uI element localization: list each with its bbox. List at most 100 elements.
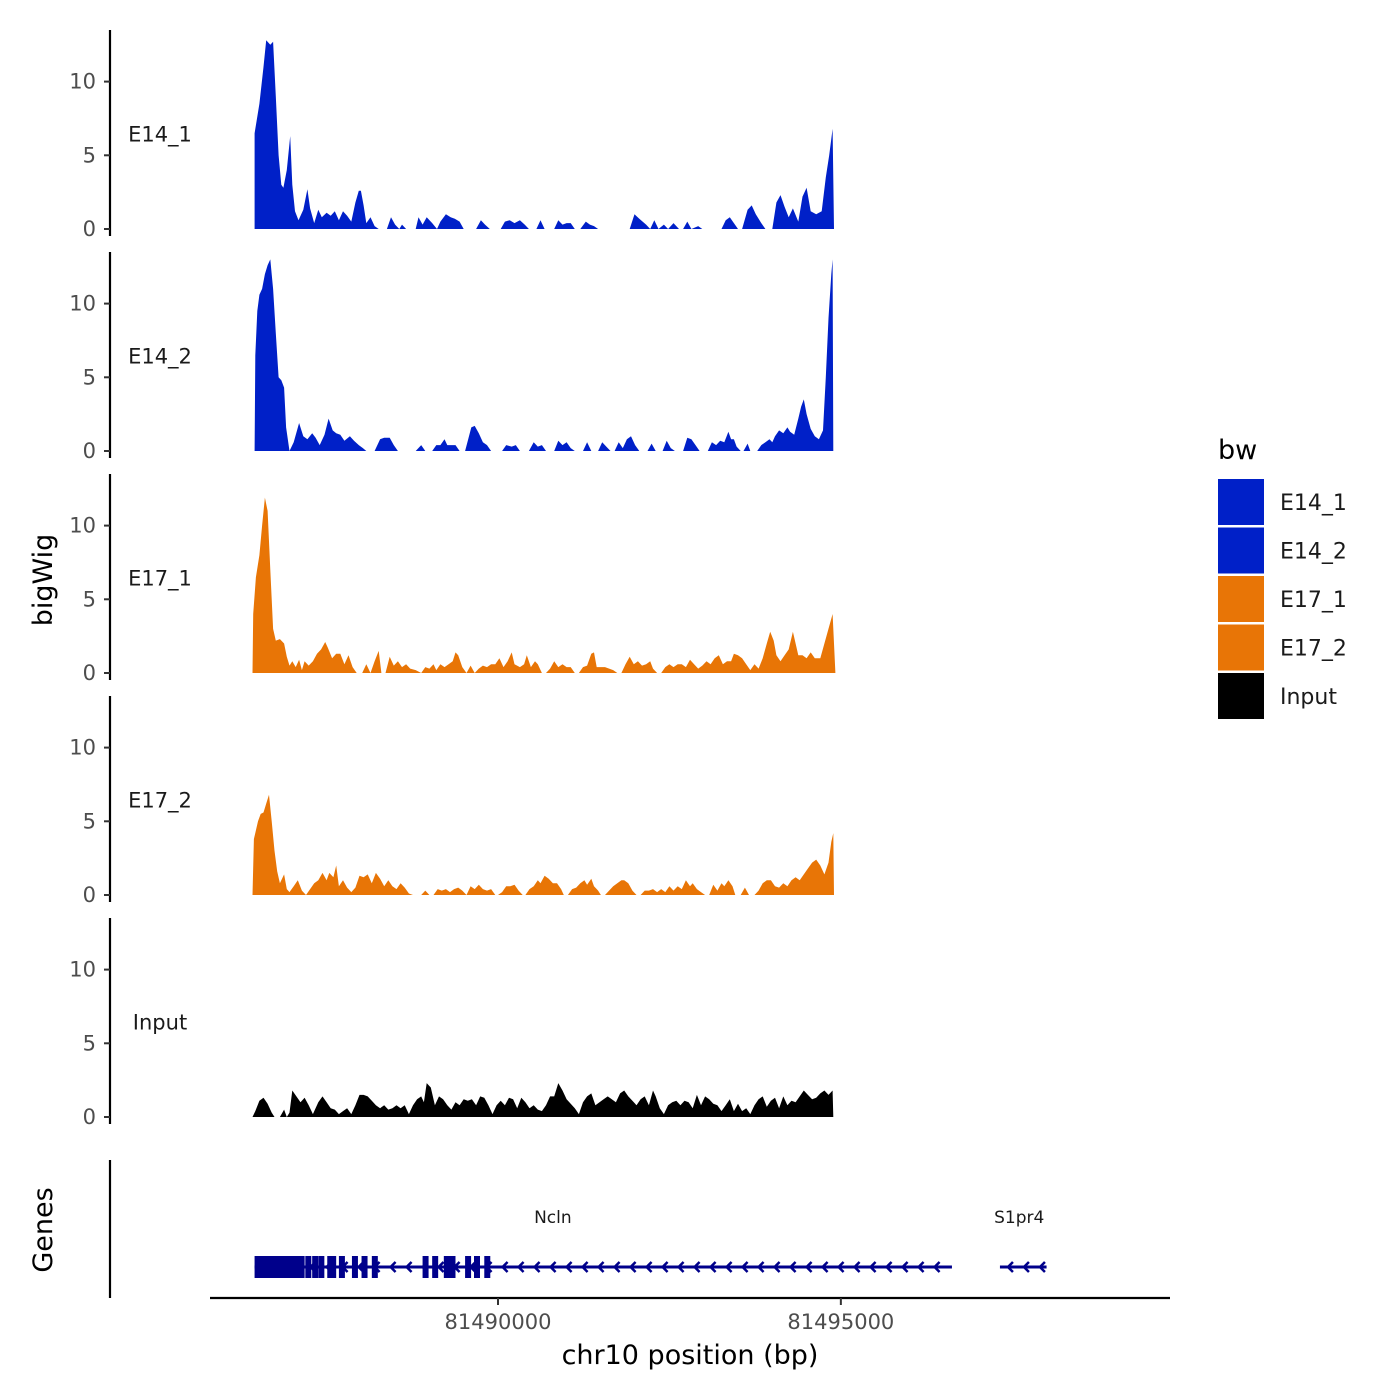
y-tick-label: 5 xyxy=(83,587,96,611)
coverage-area-E14_2 xyxy=(254,259,834,451)
strand-arrow xyxy=(628,1261,637,1273)
legend-label: Input xyxy=(1280,685,1337,710)
gene-exon xyxy=(371,1256,378,1278)
strand-arrow xyxy=(404,1261,413,1273)
strand-arrow xyxy=(580,1261,589,1273)
legend-label: E17_1 xyxy=(1280,588,1347,613)
gene-exon xyxy=(432,1256,439,1278)
legend-label: E14_1 xyxy=(1280,491,1347,516)
strand-arrow xyxy=(1022,1261,1030,1273)
track-label: E17_2 xyxy=(128,789,192,814)
strand-arrow xyxy=(564,1261,573,1273)
x-tick-label: 81490000 xyxy=(445,1310,552,1334)
strand-arrow xyxy=(932,1261,941,1273)
track-E14_2: 0 5 10 E14_2 xyxy=(69,252,834,463)
track-E17_2: 0 5 10 E17_2 xyxy=(69,696,834,907)
strand-arrow xyxy=(900,1261,909,1273)
gene-exon xyxy=(422,1256,429,1278)
y-tick-label: 10 xyxy=(69,736,96,760)
track-label: E14_2 xyxy=(128,345,192,370)
y-tick-label: 0 xyxy=(83,883,96,907)
legend-swatch xyxy=(1218,673,1264,719)
coverage-area-Input xyxy=(252,1083,834,1117)
genes-track: Ncln S1pr4 xyxy=(108,1160,1047,1298)
gene-exon xyxy=(327,1256,337,1278)
y-tick-label: 10 xyxy=(69,514,96,538)
strand-arrow xyxy=(884,1261,893,1273)
y-tick-label: 0 xyxy=(83,1105,96,1129)
track-E14_1: 0 5 10 E14_1 xyxy=(69,30,835,241)
strand-arrow xyxy=(692,1261,701,1273)
legend-item-E17_1: E17_1 xyxy=(1218,576,1347,622)
strand-arrow xyxy=(500,1261,509,1273)
strand-arrow xyxy=(612,1261,621,1273)
strand-arrow xyxy=(1006,1261,1014,1273)
legend-swatch xyxy=(1218,479,1264,525)
coverage-area-E14_1 xyxy=(254,40,835,229)
coverage-area-E17_2 xyxy=(252,794,834,895)
gene-exon xyxy=(484,1256,491,1278)
y-tick-label: 5 xyxy=(83,809,96,833)
y-tick-label: 10 xyxy=(69,70,96,94)
track-label: Input xyxy=(133,1011,187,1035)
gene-exon xyxy=(305,1256,312,1278)
strand-arrow xyxy=(772,1261,781,1273)
gene-exon xyxy=(351,1256,358,1278)
legend-label: E14_2 xyxy=(1280,540,1347,565)
gene-S1pr4: S1pr4 xyxy=(994,1208,1047,1273)
strand-arrow xyxy=(788,1261,797,1273)
strand-arrow xyxy=(1038,1261,1046,1273)
strand-arrow xyxy=(660,1261,669,1273)
gene-exon xyxy=(474,1256,480,1278)
gene-exon xyxy=(338,1256,345,1278)
x-tick-label: 81495000 xyxy=(787,1310,894,1334)
x-axis-title: chr10 position (bp) xyxy=(562,1340,819,1371)
gene-exon xyxy=(312,1256,319,1278)
strand-arrow xyxy=(756,1261,765,1273)
strand-arrow xyxy=(596,1261,605,1273)
genes-axis-title: Genes xyxy=(28,1187,59,1272)
y-tick-label: 5 xyxy=(83,143,96,167)
gene-Ncln: Ncln xyxy=(254,1208,952,1278)
gene-exon xyxy=(361,1256,368,1278)
strand-arrow xyxy=(708,1261,717,1273)
gene-label: S1pr4 xyxy=(994,1208,1044,1228)
strand-arrow xyxy=(804,1261,813,1273)
gene-exon xyxy=(465,1256,472,1278)
legend-swatch xyxy=(1218,624,1264,671)
strand-arrow xyxy=(388,1261,397,1273)
strand-arrow xyxy=(852,1261,861,1273)
strand-arrow xyxy=(740,1261,749,1273)
gene-exon xyxy=(318,1256,325,1278)
y-tick-label: 10 xyxy=(69,958,96,982)
legend-item-E14_1: E14_1 xyxy=(1218,479,1347,525)
y-tick-label: 0 xyxy=(83,439,96,463)
strand-arrow xyxy=(532,1261,541,1273)
legend-label: E17_2 xyxy=(1280,637,1347,662)
strand-arrow xyxy=(548,1261,557,1273)
gene-label: Ncln xyxy=(534,1208,572,1228)
strand-arrow xyxy=(868,1261,877,1273)
x-axis: 81490000 81495000 xyxy=(210,1296,1170,1334)
strand-arrow xyxy=(676,1261,685,1273)
coverage-area-E17_1 xyxy=(252,497,836,673)
legend-item-Input: Input xyxy=(1218,673,1337,719)
gene-exon xyxy=(254,1256,305,1278)
track-Input: 0 5 10 Input xyxy=(69,918,834,1129)
legend-swatch xyxy=(1218,576,1264,622)
y-tick-label: 10 xyxy=(69,292,96,316)
track-label: E17_1 xyxy=(128,567,192,592)
strand-arrow xyxy=(724,1261,733,1273)
strand-arrow xyxy=(644,1261,653,1273)
tracks-layer: 0 5 10 E14_1 0 5 10 E14_2 0 5 10 E17_1 0 5 10 E17_2 0 5 10… xyxy=(69,30,836,1129)
y-tick-label: 0 xyxy=(83,661,96,685)
legend-item-E14_2: E14_2 xyxy=(1218,527,1347,574)
legend-swatch xyxy=(1218,527,1264,574)
strand-arrow xyxy=(836,1261,845,1273)
strand-arrow xyxy=(436,1261,445,1273)
track-E17_1: 0 5 10 E17_1 xyxy=(69,474,836,685)
strand-arrow xyxy=(820,1261,829,1273)
y-tick-label: 5 xyxy=(83,365,96,389)
track-label: E14_1 xyxy=(128,123,192,148)
